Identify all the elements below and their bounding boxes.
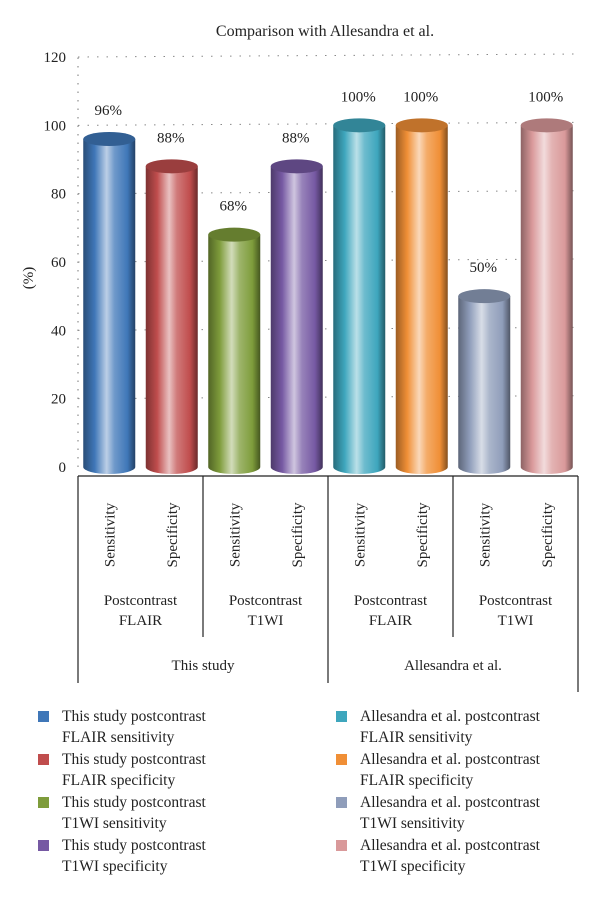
- legend-label: Allesandra et al. postcontrast T1WI speci…: [360, 835, 540, 877]
- category-label: Sensitivity: [227, 502, 243, 567]
- legend-item: This study postcontrast FLAIR sensitivity: [38, 706, 298, 748]
- value-label: 50%: [470, 260, 498, 276]
- sequence-label: Postcontrast: [354, 593, 428, 609]
- legend-swatch: [336, 754, 347, 765]
- bar: [458, 289, 510, 474]
- category-label: Specificity: [165, 502, 181, 567]
- category-label: Sensitivity: [352, 502, 368, 567]
- legend-swatch: [38, 840, 49, 851]
- y-axis-ticks: 0 20 40 60 80 100 120: [44, 50, 67, 476]
- bar-body: [333, 125, 385, 474]
- y-tick-label: 100: [44, 118, 67, 134]
- legend-swatch: [336, 840, 347, 851]
- sequence-label: FLAIR: [119, 613, 162, 629]
- legend-swatch: [38, 711, 49, 722]
- sequence-label: FLAIR: [369, 613, 412, 629]
- category-label: Sensitivity: [102, 502, 118, 567]
- legend-label: Allesandra et al. postcontrast T1WI sensi…: [360, 792, 540, 834]
- bar: [521, 118, 573, 474]
- bar: [208, 228, 260, 474]
- bar: [271, 159, 323, 474]
- legend-item: This study postcontrast T1WI specificity: [38, 835, 298, 877]
- y-tick-label: 120: [44, 50, 67, 66]
- value-label: 100%: [341, 89, 376, 105]
- category-label: Specificity: [415, 502, 431, 567]
- bar: [333, 118, 385, 474]
- bar-body: [396, 125, 448, 474]
- value-label: 100%: [403, 89, 438, 105]
- legend-item: Allesandra et al. postcontrast T1WI speci…: [336, 835, 596, 877]
- y-tick-label: 60: [51, 255, 66, 271]
- bar-cap: [146, 159, 198, 173]
- bars: [83, 118, 573, 474]
- chart-title: Comparison with Allesandra et al.: [216, 23, 434, 40]
- legend-label: This study postcontrast FLAIR specificity: [62, 749, 206, 791]
- gridline: [78, 54, 578, 57]
- bar-cap: [208, 228, 260, 242]
- gridline: [78, 122, 578, 125]
- value-label: 100%: [528, 89, 563, 105]
- bar: [146, 159, 198, 474]
- value-label: 68%: [220, 199, 248, 215]
- bar-body: [146, 166, 198, 474]
- category-label: Specificity: [540, 502, 556, 567]
- legend-item: Allesandra et al. postcontrast FLAIR spec…: [336, 749, 596, 791]
- y-axis-label: (%): [21, 267, 37, 290]
- bar-body: [208, 235, 260, 474]
- bar: [83, 132, 135, 474]
- y-tick-label: 40: [51, 323, 66, 339]
- legend-item: This study postcontrast FLAIR specificity: [38, 749, 298, 791]
- legend-item: Allesandra et al. postcontrast FLAIR sens…: [336, 706, 596, 748]
- legend-label: This study postcontrast FLAIR sensitivity: [62, 706, 206, 748]
- sequence-label: T1WI: [498, 613, 534, 629]
- bar-cap: [458, 289, 510, 303]
- bar-cap: [333, 118, 385, 132]
- sequence-label: Postcontrast: [229, 593, 303, 609]
- bar-body: [271, 166, 323, 474]
- sequence-label: Postcontrast: [104, 593, 178, 609]
- category-label: Specificity: [290, 502, 306, 567]
- legend-item: Allesandra et al. postcontrast T1WI sensi…: [336, 792, 596, 834]
- sequence-label: T1WI: [248, 613, 284, 629]
- study-label: This study: [172, 658, 235, 674]
- value-label: 88%: [282, 130, 310, 146]
- legend-swatch: [38, 754, 49, 765]
- bar-cap: [521, 118, 573, 132]
- y-tick-label: 20: [51, 392, 66, 408]
- study-label: Allesandra et al.: [404, 658, 502, 674]
- legend-swatch: [336, 797, 347, 808]
- bar: [396, 118, 448, 474]
- legend-item: This study postcontrast T1WI sensitivity: [38, 792, 298, 834]
- category-table: Sensitivity Specificity Sensitivity Specifi…: [78, 476, 578, 692]
- legend-label: Allesandra et al. postcontrast FLAIR spec…: [360, 749, 540, 791]
- value-label: 88%: [157, 130, 185, 146]
- legend-label: Allesandra et al. postcontrast FLAIR sens…: [360, 706, 540, 748]
- bar-cap: [396, 118, 448, 132]
- legend-swatch: [336, 711, 347, 722]
- bar-body: [521, 125, 573, 474]
- category-label: Sensitivity: [477, 502, 493, 567]
- bar-body: [458, 296, 510, 474]
- y-tick-label: 80: [51, 187, 66, 203]
- sequence-label: Postcontrast: [479, 593, 553, 609]
- legend-swatch: [38, 797, 49, 808]
- bar-cap: [83, 132, 135, 146]
- value-label: 96%: [95, 103, 123, 119]
- bar-body: [83, 139, 135, 474]
- y-tick-label: 0: [59, 460, 67, 476]
- legend-label: This study postcontrast T1WI specificity: [62, 835, 206, 877]
- bar-cap: [271, 159, 323, 173]
- legend-label: This study postcontrast T1WI sensitivity: [62, 792, 206, 834]
